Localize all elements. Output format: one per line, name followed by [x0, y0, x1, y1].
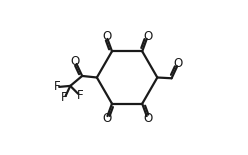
Text: O: O [174, 57, 183, 70]
Text: F: F [76, 89, 83, 102]
Text: F: F [54, 80, 61, 93]
Text: O: O [71, 55, 80, 68]
Text: O: O [143, 112, 152, 125]
Text: F: F [61, 91, 67, 104]
Text: O: O [143, 30, 152, 43]
Text: O: O [102, 112, 111, 125]
Text: O: O [102, 30, 111, 43]
